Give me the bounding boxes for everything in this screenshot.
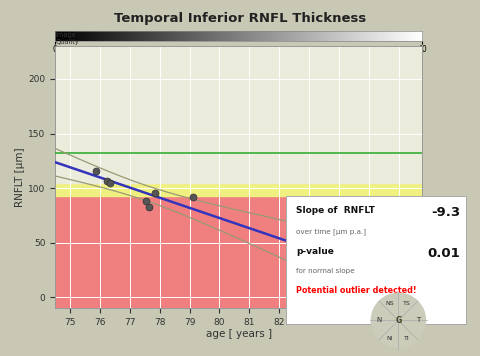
Bar [55,183,422,196]
Point [145,204,153,209]
Text: 0.01: 0.01 [428,247,460,260]
Text: TS: TS [403,301,411,306]
Text: -9.3: -9.3 [431,206,460,219]
Point [104,179,111,184]
Y-axis label: RNFLT [µm]: RNFLT [µm] [15,147,25,207]
Point [107,180,114,185]
Text: Potential outlier detected!: Potential outlier detected! [296,286,417,294]
Text: NS: NS [385,301,394,306]
Text: Temporal Inferior RNFL Thickness: Temporal Inferior RNFL Thickness [114,12,366,26]
Text: N: N [376,318,381,323]
Text: G: G [395,316,402,325]
X-axis label: age [ years ]: age [ years ] [206,329,272,339]
Text: T: T [416,318,420,323]
Point [151,190,159,196]
Text: NI: NI [386,336,393,341]
Point [92,168,99,173]
Bar [55,46,422,183]
Text: for normal slope: for normal slope [296,268,355,273]
Point [143,198,150,204]
Text: p-value: p-value [296,247,334,256]
Text: Slope of  RNFLT: Slope of RNFLT [296,206,375,215]
Text: Image
Quality: Image Quality [55,32,79,45]
Circle shape [372,293,425,347]
Text: over time [µm p.a.]: over time [µm p.a.] [296,228,366,235]
Bar [55,196,422,308]
Text: TI: TI [404,336,410,341]
Point [189,194,196,200]
